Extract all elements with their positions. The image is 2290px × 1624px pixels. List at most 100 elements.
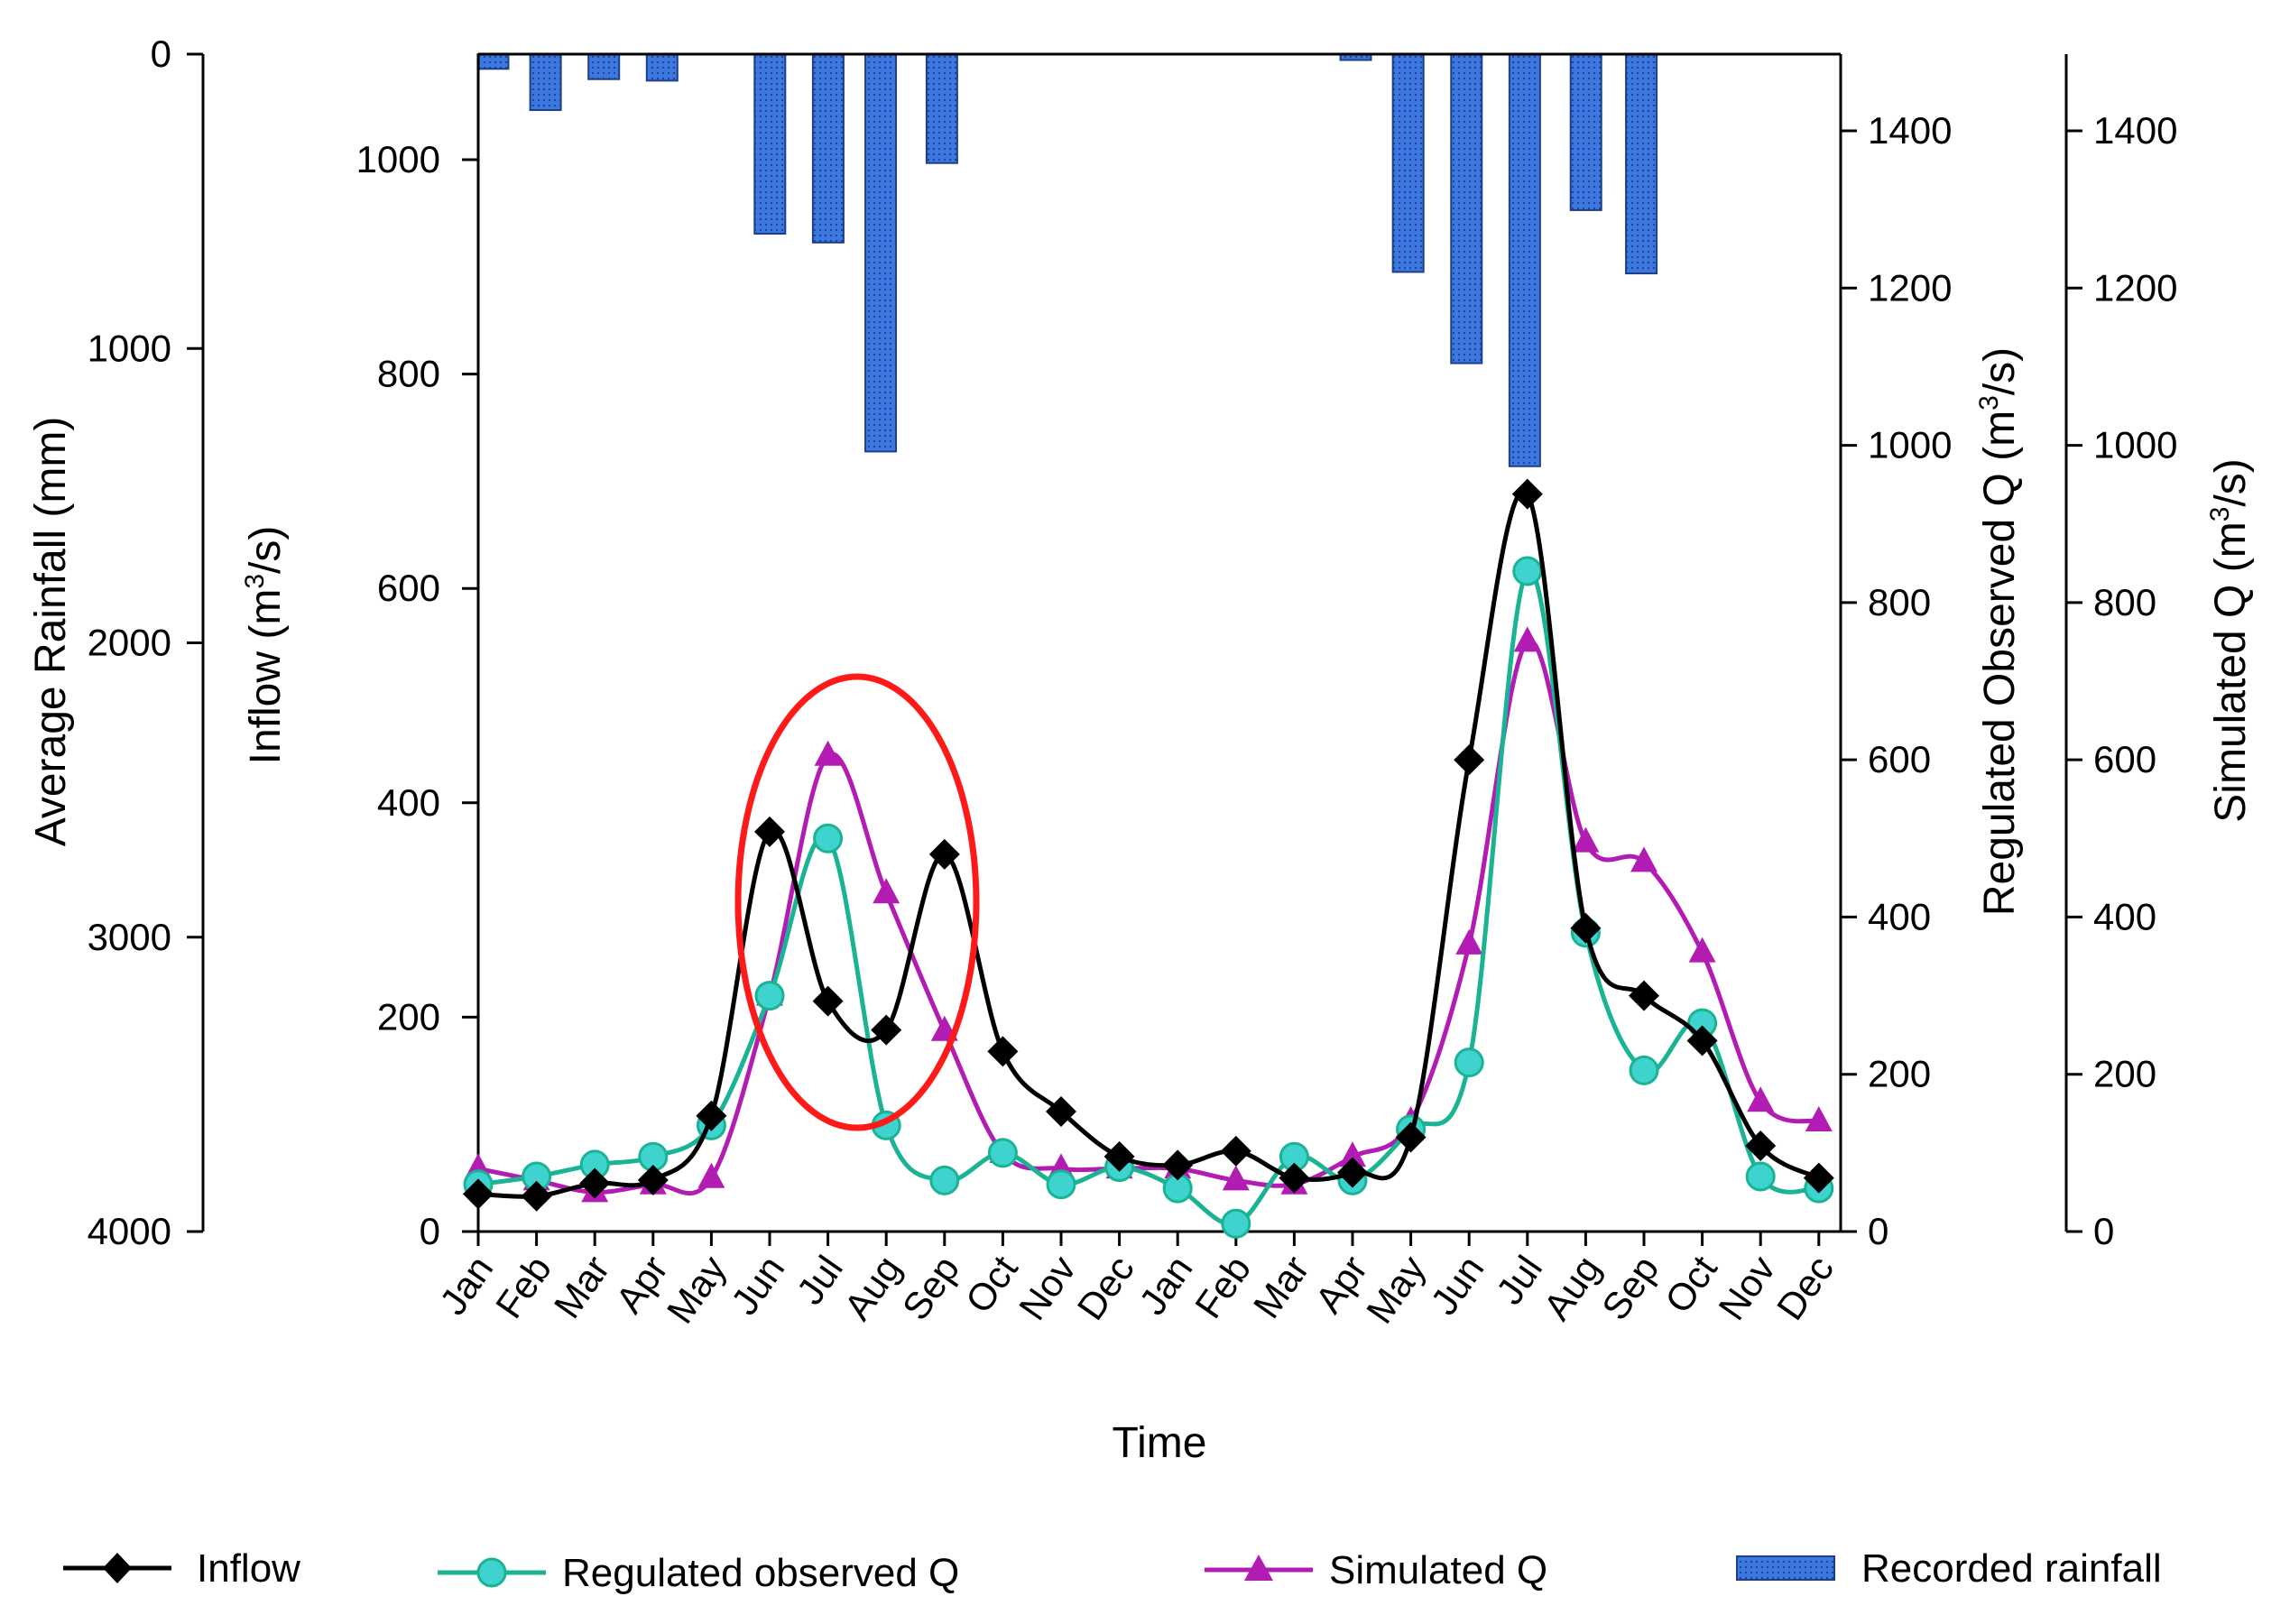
simulated-point xyxy=(1455,928,1483,955)
x-tick-label: Jan xyxy=(1131,1248,1200,1322)
series-line xyxy=(477,638,1820,1196)
inflow-point xyxy=(754,816,785,847)
inflow-point xyxy=(1220,1135,1251,1167)
x-tick-label: Sep xyxy=(1593,1248,1667,1327)
simulated-tick-label: 800 xyxy=(2093,581,2156,623)
simulated-point xyxy=(1339,1141,1366,1167)
simulated-tick-label: 1000 xyxy=(2093,424,2177,466)
svg-text:Regulated observed Q: Regulated observed Q xyxy=(562,1551,959,1595)
inflow-point xyxy=(1103,1140,1135,1172)
svg-text:Recorded rainfall: Recorded rainfall xyxy=(1861,1546,2162,1591)
rainfall-bar xyxy=(1391,53,1425,273)
regulated-point xyxy=(987,1138,1018,1168)
simulated-point xyxy=(1688,937,1716,963)
inflow-point xyxy=(1686,1025,1718,1057)
x-tick-label: Oct xyxy=(957,1248,1026,1321)
regulated-tick-label: 800 xyxy=(1868,581,1931,623)
x-tick-label: May xyxy=(659,1248,734,1331)
rainfall-bar xyxy=(1569,53,1602,211)
simulated-tick-label: 0 xyxy=(2093,1210,2114,1252)
simulated-point xyxy=(873,878,900,904)
x-tick-label: Jun xyxy=(1422,1248,1491,1322)
x-tick-label: Aug xyxy=(836,1248,909,1327)
regulated-tick-label: 1000 xyxy=(1868,424,1952,466)
x-tick-label: Jan xyxy=(431,1248,501,1322)
rainfall-bar xyxy=(753,53,787,235)
highlight-ellipse xyxy=(734,673,980,1131)
rainfall-bar xyxy=(587,53,621,80)
legend: Inflow Regulated observed Q Simulated Q … xyxy=(63,1546,2162,1595)
rainfall-tick-label: 3000 xyxy=(88,916,171,958)
x-tick-label: Feb xyxy=(1187,1248,1259,1325)
inflow-point xyxy=(1570,912,1602,944)
simulated-point xyxy=(1630,846,1657,872)
rainfall-bar xyxy=(1625,53,1658,275)
inflow-point xyxy=(1511,478,1543,510)
inflow-point xyxy=(521,1180,552,1212)
regulated-tick-label: 600 xyxy=(1868,738,1931,780)
x-tick-label: Mar xyxy=(546,1248,618,1325)
rainfall-bar xyxy=(811,53,845,244)
rainfall-bar xyxy=(1508,53,1541,467)
inflow-tick-label: 1000 xyxy=(356,138,440,180)
inflow-point xyxy=(928,838,960,870)
rainfall-tick-label: 0 xyxy=(151,32,171,75)
regulated-point xyxy=(1512,556,1543,586)
inflow-point xyxy=(1803,1162,1834,1194)
inflow-point xyxy=(1745,1130,1777,1161)
inflow-point xyxy=(579,1167,611,1199)
simulated-point xyxy=(1572,826,1600,853)
x-tick-label: Jun xyxy=(723,1248,792,1322)
simulated-tick-label: 400 xyxy=(2093,895,2156,937)
simulated-point xyxy=(1513,626,1541,652)
regulated-tick-label: 200 xyxy=(1868,1053,1931,1095)
inflow-point xyxy=(1046,1095,1076,1127)
inflow-point xyxy=(1454,744,1485,776)
regulated-axis-title: Regulated Observed Q (m3/s) xyxy=(1974,347,2024,916)
inflow-point xyxy=(1162,1149,1194,1181)
series-line xyxy=(477,489,1821,1199)
regulated-tick-label: 1400 xyxy=(1868,109,1952,152)
inflow-tick-label: 0 xyxy=(420,1210,440,1252)
series-regulated-observed-q xyxy=(463,556,1834,1239)
simulated-point xyxy=(1805,1106,1833,1131)
simulated-tick-label: 1200 xyxy=(2093,266,2177,309)
inflow-point xyxy=(637,1164,669,1195)
legend-item-regulated: Regulated observed Q xyxy=(438,1551,959,1595)
simulated-point xyxy=(814,740,842,766)
x-tick-label: Dec xyxy=(1069,1248,1142,1327)
simulated-point xyxy=(1222,1165,1250,1191)
regulated-point xyxy=(929,1165,960,1195)
regulated-point xyxy=(1046,1169,1076,1200)
simulated-tick-label: 600 xyxy=(2093,738,2156,780)
simulated-point xyxy=(697,1162,725,1188)
inflow-tick-label: 400 xyxy=(377,781,440,824)
rainfall-bar xyxy=(925,53,958,164)
inflow-point xyxy=(1395,1121,1427,1153)
simulated-tick-label: 1400 xyxy=(2093,109,2177,152)
regulated-tick-label: 400 xyxy=(1868,895,1931,937)
x-axis-title: Time xyxy=(1113,1419,1207,1467)
simulated-tick-label: 200 xyxy=(2093,1053,2156,1095)
regulated-point xyxy=(1629,1055,1659,1085)
rainfall-bar xyxy=(645,53,679,82)
x-tick-label: Nov xyxy=(1710,1248,1783,1327)
inflow-point xyxy=(1629,980,1659,1011)
series-inflow xyxy=(463,478,1834,1212)
x-tick-label: Nov xyxy=(1011,1248,1084,1327)
inflow-point xyxy=(463,1178,494,1210)
rainfall-bar xyxy=(1450,53,1483,364)
regulated-point xyxy=(1221,1208,1251,1239)
inflow-tick-label: 800 xyxy=(377,353,440,395)
rainfall-axis-title: Average Rainfall (mm) xyxy=(27,417,75,847)
regulated-point xyxy=(754,981,785,1011)
legend-item-rainfall: Recorded rainfall xyxy=(1736,1546,2162,1591)
inflow-point xyxy=(812,985,844,1017)
rainfall-bar xyxy=(864,53,898,453)
regulated-tick-label: 1200 xyxy=(1868,266,1952,309)
simulated-axis-title: Simulated Q (m3/s) xyxy=(2205,458,2255,822)
regulated-tick-label: 0 xyxy=(1868,1210,1888,1252)
series-line xyxy=(477,567,1820,1227)
x-tick-label: May xyxy=(1358,1248,1434,1331)
